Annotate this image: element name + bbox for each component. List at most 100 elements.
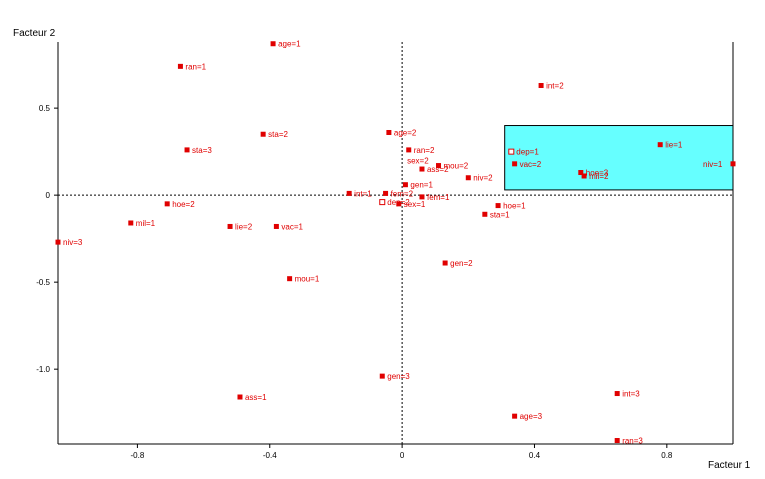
point-label: int=1: [354, 189, 372, 198]
data-point: int=2: [538, 82, 564, 91]
data-point: sta=1: [482, 210, 510, 219]
point-label: mil=2: [589, 172, 609, 181]
point-marker: [436, 163, 442, 169]
point-label: gen=1: [410, 181, 433, 190]
point-marker: [260, 131, 266, 137]
point-label: hoe=1: [503, 202, 526, 211]
data-point: ran=1: [177, 62, 207, 71]
y-tick-label: -0.5: [36, 278, 50, 287]
point-label: sex=1: [404, 200, 426, 209]
point-label: sta=1: [490, 210, 510, 219]
point-marker: [614, 438, 620, 444]
point-marker: [406, 147, 412, 153]
data-point: ran=3: [614, 437, 643, 446]
data-point: niv=1: [703, 160, 736, 169]
point-marker: [177, 63, 183, 69]
y-tick-label: 0.5: [39, 104, 51, 113]
data-point: age=1: [270, 40, 301, 49]
data-point: fem=2: [383, 189, 414, 198]
y-tick-label: -1.0: [36, 365, 50, 374]
data-point: hoe=2: [164, 200, 195, 209]
x-tick-label: 0: [400, 451, 405, 460]
point-label: niv=1: [703, 160, 723, 169]
data-point: gen=3: [379, 372, 410, 381]
point-label: mou=2: [444, 162, 469, 171]
point-label: vac=2: [520, 160, 542, 169]
point-label: gen=2: [450, 259, 473, 268]
data-point: gen=1: [402, 181, 433, 190]
point-marker: [495, 203, 501, 209]
point-marker: [578, 170, 584, 176]
point-label: gen=3: [387, 372, 410, 381]
point-marker: [227, 223, 233, 229]
point-label: lie=2: [235, 222, 253, 231]
y-axis-label: Facteur 2: [13, 28, 56, 39]
highlight-region: [504, 125, 734, 191]
point-marker: [386, 129, 392, 135]
data-point: age=3: [512, 412, 543, 421]
point-label: ran=1: [185, 62, 206, 71]
point-marker: [396, 201, 402, 207]
point-label: hoe=2: [172, 200, 195, 209]
data-point: vac=1: [273, 222, 304, 231]
point-label: int=2: [546, 82, 564, 91]
data-point: ass=2: [419, 165, 449, 174]
data-point: int=1: [346, 189, 372, 198]
data-point: gen=2: [442, 259, 473, 268]
point-label: mou=1: [295, 275, 320, 284]
point-marker: [442, 260, 448, 266]
data-point: int=3: [614, 390, 640, 399]
data-point: sta=3: [184, 146, 212, 155]
data-point: niv=3: [55, 238, 83, 247]
point-label: dep=1: [516, 148, 539, 157]
point-label: sta=3: [192, 146, 212, 155]
point-label: lie=1: [665, 141, 683, 150]
point-marker: [128, 220, 134, 226]
point-marker: [614, 391, 620, 397]
point-label: niv=2: [473, 174, 493, 183]
x-tick-label: 0.4: [529, 451, 541, 460]
point-marker: [379, 199, 386, 206]
point-label: ran=2: [414, 146, 435, 155]
point-label: int=3: [622, 390, 640, 399]
x-tick-label: 0.8: [661, 451, 673, 460]
point-label: age=1: [278, 40, 301, 49]
point-marker: [419, 166, 425, 172]
data-point: ran=2: [406, 146, 435, 155]
point-label: sex=2: [407, 156, 429, 165]
point-label: vac=1: [281, 222, 303, 231]
y-tick-label: 0: [46, 191, 51, 200]
point-marker: [273, 223, 279, 229]
point-marker: [465, 175, 471, 181]
point-label: fem=2: [391, 189, 414, 198]
data-point: age=2: [386, 128, 417, 137]
point-label: fem=1: [427, 193, 450, 202]
data-point: lie=1: [657, 141, 683, 150]
point-label: ran=3: [622, 437, 643, 446]
data-point: dep=1: [508, 148, 539, 157]
x-tick-label: -0.8: [131, 451, 145, 460]
data-point: lie=2: [227, 222, 253, 231]
point-marker: [237, 394, 243, 400]
data-point: mou=2: [436, 162, 469, 171]
point-marker: [379, 373, 385, 379]
data-point: mil=1: [128, 219, 156, 228]
point-label: niv=3: [63, 238, 83, 247]
data-point: sex=1: [396, 200, 426, 209]
point-label: sta=2: [268, 130, 288, 139]
data-point: mou=1: [287, 275, 320, 284]
data-point: hoe=1: [495, 202, 526, 211]
point-marker: [55, 239, 61, 245]
point-label: ass=2: [427, 165, 449, 174]
point-marker: [730, 161, 736, 167]
point-marker: [419, 194, 425, 200]
point-marker: [287, 276, 293, 282]
data-point: ass=1: [237, 393, 267, 402]
point-marker: [482, 211, 488, 217]
point-marker: [164, 201, 170, 207]
point-label: ass=1: [245, 393, 267, 402]
point-label: age=3: [520, 412, 543, 421]
data-point: vac=2: [512, 160, 542, 169]
point-marker: [512, 161, 518, 167]
